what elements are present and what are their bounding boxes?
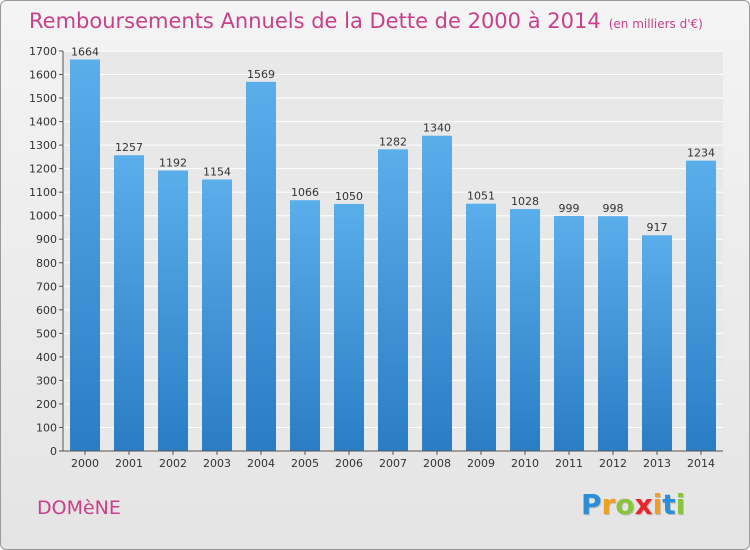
value-label-2011: 999	[559, 202, 580, 215]
proxiti-logo: Proxiti	[581, 488, 685, 521]
logo-letter: x	[634, 488, 653, 521]
bar-2010	[510, 209, 540, 451]
value-label-2010: 1028	[511, 195, 539, 208]
logo-letter: r	[601, 488, 616, 521]
x-tick-label-2010: 2010	[511, 457, 539, 470]
y-tick-label: 1100	[29, 186, 57, 199]
y-tick-label: 200	[36, 398, 57, 411]
y-tick-label: 800	[36, 257, 57, 270]
bar-2003	[202, 179, 232, 451]
x-tick-label-2004: 2004	[247, 457, 275, 470]
value-label-2000: 1664	[71, 45, 99, 58]
logo-letter: P	[581, 488, 602, 521]
bar-2012	[598, 216, 628, 451]
y-tick-label: 0	[50, 445, 57, 458]
value-label-2007: 1282	[379, 135, 407, 148]
bar-2013	[642, 235, 672, 451]
x-tick-label-2006: 2006	[335, 457, 363, 470]
y-tick-label: 1500	[29, 92, 57, 105]
value-label-2013: 917	[647, 221, 668, 234]
y-tick-label: 1300	[29, 139, 57, 152]
value-label-2005: 1066	[291, 186, 319, 199]
x-tick-label-2001: 2001	[115, 457, 143, 470]
logo-letter: o	[615, 488, 635, 521]
chart-subtitle: (en milliers d'€)	[608, 17, 703, 31]
x-tick-label-2011: 2011	[555, 457, 583, 470]
x-tick-label-2013: 2013	[643, 457, 671, 470]
y-tick-label: 100	[36, 421, 57, 434]
bar-2007	[378, 149, 408, 451]
value-label-2004: 1569	[247, 68, 275, 81]
x-tick-label-2002: 2002	[159, 457, 187, 470]
town-name: DOMèNE	[37, 497, 121, 519]
y-tick-label: 1700	[29, 45, 57, 58]
x-tick-label-2009: 2009	[467, 457, 495, 470]
logo-letter: i	[675, 488, 686, 521]
value-label-2003: 1154	[203, 165, 231, 178]
value-label-2006: 1050	[335, 190, 363, 203]
y-tick-label: 400	[36, 351, 57, 364]
value-label-2009: 1051	[467, 190, 495, 203]
y-tick-label: 600	[36, 304, 57, 317]
x-tick-label-2007: 2007	[379, 457, 407, 470]
value-label-2001: 1257	[115, 141, 143, 154]
y-tick-label: 700	[36, 280, 57, 293]
bar-2006	[334, 203, 364, 451]
logo-letter: t	[662, 488, 676, 521]
y-tick-label: 1200	[29, 163, 57, 176]
bar-2002	[158, 170, 188, 451]
chart-title: Remboursements Annuels de la Dette de 20…	[29, 9, 703, 33]
value-label-2008: 1340	[423, 122, 451, 135]
value-label-2012: 998	[603, 202, 624, 215]
x-tick-label-2012: 2012	[599, 457, 627, 470]
bar-2001	[114, 155, 144, 451]
y-axis: 0 100 200 300 400 500 600 700 800 900 1000 1100 1200…	[29, 45, 64, 458]
bar-2014	[686, 160, 716, 451]
x-tick-label-2014: 2014	[687, 457, 715, 470]
chart-title-text: Remboursements Annuels de la Dette de 20…	[29, 9, 601, 33]
bars: 1664 1257 1192 1154 1569 1066 1050 1282 1340 1051…	[70, 45, 716, 452]
bar-2000	[70, 59, 100, 452]
x-axis: 2000 2001 2002 2003 2004 2005 2006 2007 2008 2009…	[63, 450, 723, 470]
y-tick-label: 1000	[29, 210, 57, 223]
y-tick-label: 300	[36, 374, 57, 387]
logo-letter: i	[652, 488, 663, 521]
value-label-2014: 1234	[687, 147, 715, 160]
x-tick-label-2008: 2008	[423, 457, 451, 470]
bar-2009	[466, 203, 496, 451]
value-label-2002: 1192	[159, 157, 187, 170]
y-tick-label: 500	[36, 327, 57, 340]
bar-2008	[422, 135, 452, 452]
x-tick-label-2003: 2003	[203, 457, 231, 470]
y-tick-label: 1400	[29, 116, 57, 129]
bar-2004	[246, 81, 276, 451]
y-tick-label: 900	[36, 233, 57, 246]
x-tick-label-2000: 2000	[71, 457, 99, 470]
y-tick-label: 1600	[29, 69, 57, 82]
bar-2005	[290, 200, 320, 451]
bar-2011	[554, 215, 584, 451]
x-tick-label-2005: 2005	[291, 457, 319, 470]
